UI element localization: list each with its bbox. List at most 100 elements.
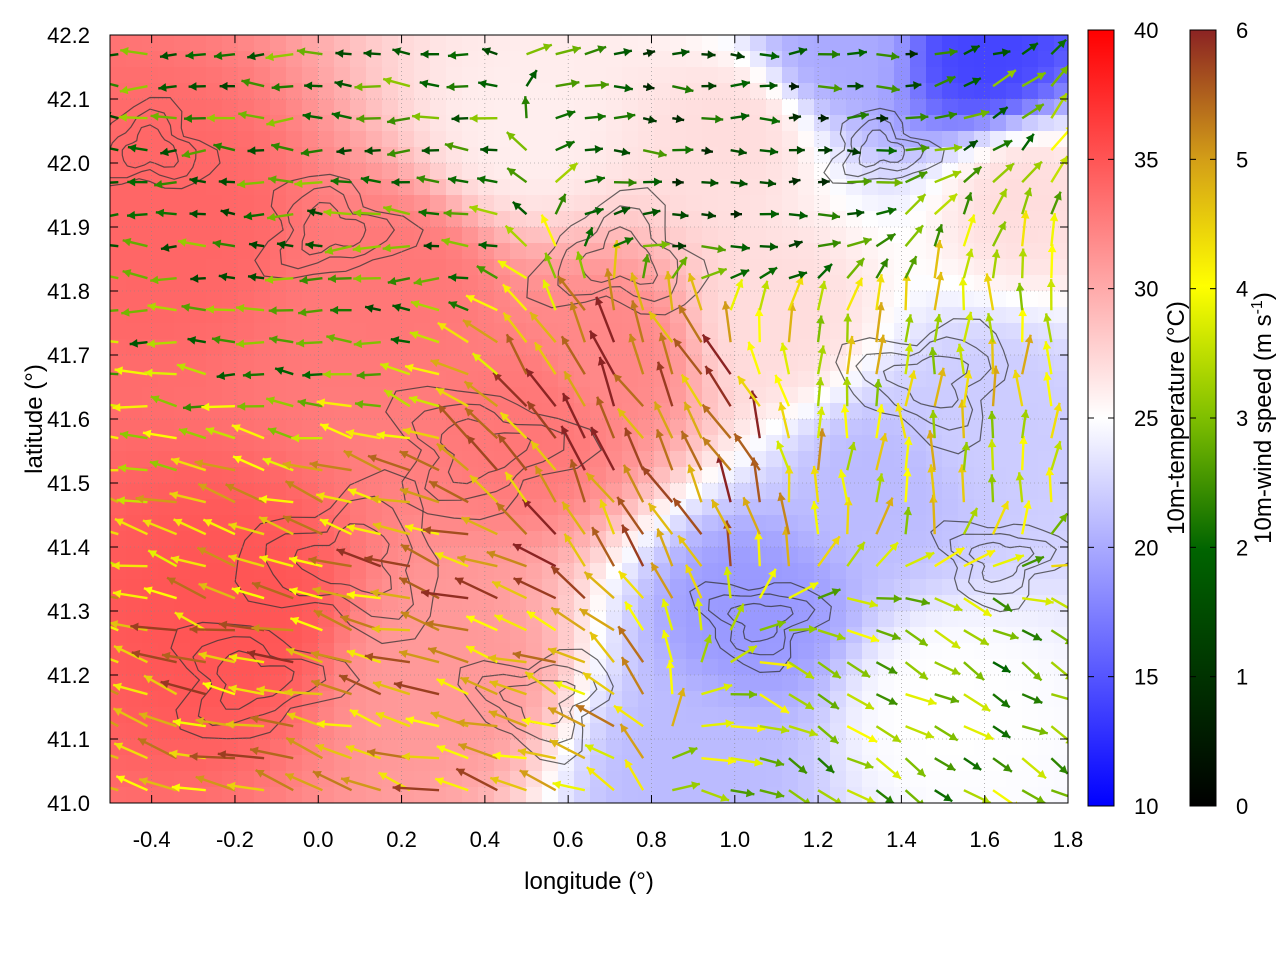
- heatmap-cell: [894, 707, 911, 724]
- wind-vector-shaft: [110, 181, 119, 184]
- heatmap-cell: [718, 243, 735, 260]
- heatmap-cell: [830, 83, 847, 100]
- heatmap-cell: [110, 771, 127, 788]
- wind-vector-head: [810, 465, 820, 475]
- heatmap-cell: [270, 483, 287, 500]
- heatmap-cell: [318, 387, 335, 404]
- heatmap-cell: [990, 739, 1007, 756]
- heatmap-cell: [382, 451, 399, 468]
- heatmap-cell: [990, 307, 1007, 324]
- heatmap-cell: [622, 691, 639, 708]
- heatmap-cell: [766, 691, 783, 708]
- heatmap-cell: [206, 35, 223, 52]
- wind-vector-head: [656, 361, 665, 371]
- heatmap-cell: [1054, 243, 1068, 260]
- wind-vector-head: [1032, 671, 1042, 681]
- heatmap-cell: [686, 787, 703, 803]
- wind-vector-head: [829, 735, 839, 744]
- heatmap-cell: [750, 99, 767, 116]
- heatmap-cell: [1022, 675, 1039, 692]
- wind-vector-head: [400, 544, 410, 553]
- wind-vector-head: [795, 276, 804, 286]
- heatmap-cell: [734, 195, 751, 212]
- wind-vector-head: [542, 279, 551, 289]
- heatmap-cell: [670, 163, 687, 180]
- heatmap-cell: [654, 787, 671, 803]
- heatmap-cell: [286, 99, 303, 116]
- heatmap-cell: [734, 291, 751, 308]
- heatmap-cell: [606, 643, 623, 660]
- heatmap-cell: [446, 611, 463, 628]
- heatmap-cell: [638, 435, 655, 452]
- heatmap-cell: [110, 195, 127, 212]
- heatmap-cell: [782, 67, 799, 84]
- heatmap-cell: [190, 499, 207, 516]
- heatmap-cell: [174, 35, 191, 52]
- heatmap-cell: [750, 323, 767, 340]
- heatmap-cell: [430, 307, 447, 324]
- wind-label-superscript: -1: [1249, 300, 1266, 314]
- heatmap-cell: [846, 771, 863, 788]
- heatmap-cell: [830, 275, 847, 292]
- heatmap-cell: [110, 211, 127, 228]
- heatmap-cell: [974, 419, 991, 436]
- heatmap-cell: [142, 67, 159, 84]
- wind-vector-head: [251, 623, 260, 633]
- wind-vector-head: [818, 280, 828, 290]
- heatmap-cell: [190, 419, 207, 436]
- wind-vector-head: [599, 499, 608, 509]
- wind-vector-head: [285, 773, 295, 782]
- heatmap-cell: [574, 67, 591, 84]
- wind-vector-head: [391, 177, 400, 187]
- wind-vector-head: [464, 381, 474, 390]
- heatmap-cell: [750, 163, 767, 180]
- heatmap-cell: [190, 515, 207, 532]
- wind-vector-head: [218, 177, 227, 187]
- heatmap-cell: [494, 355, 511, 372]
- heatmap-cell: [158, 563, 175, 580]
- heatmap-cell: [622, 83, 639, 100]
- heatmap-cell: [478, 739, 495, 756]
- wind-vector-head: [1065, 739, 1068, 744]
- heatmap-cell: [766, 35, 783, 52]
- heatmap-cell: [654, 35, 671, 52]
- heatmap-cell: [862, 211, 879, 228]
- heatmap-cell: [1054, 675, 1068, 692]
- heatmap-cell: [334, 323, 351, 340]
- heatmap-cell: [478, 35, 495, 52]
- heatmap-cell: [606, 755, 623, 772]
- contour-line: [254, 173, 424, 280]
- heatmap-cell: [638, 675, 655, 692]
- wind-vector-shaft: [701, 333, 732, 375]
- heatmap-cell: [766, 99, 783, 116]
- heatmap-cell: [878, 611, 895, 628]
- heatmap-cell: [1006, 579, 1023, 596]
- wind-vector-head: [470, 475, 479, 485]
- heatmap-cell: [382, 259, 399, 276]
- wind-vector-head: [101, 241, 109, 250]
- wind-vector-head: [526, 611, 536, 620]
- wind-vector-head: [372, 521, 382, 531]
- heatmap-cell: [910, 531, 927, 548]
- heatmap-cell: [526, 99, 543, 116]
- heatmap-cell: [446, 595, 463, 612]
- wind-vector-head: [353, 274, 362, 283]
- heatmap-cell: [318, 755, 335, 772]
- heatmap-cell: [558, 307, 575, 324]
- heatmap-cell: [942, 307, 959, 324]
- heatmap-cell: [878, 707, 895, 724]
- wind-vector-head: [155, 208, 165, 218]
- heatmap-cell: [590, 739, 607, 756]
- heatmap-cell: [1022, 483, 1039, 500]
- wind-vector-head: [665, 660, 675, 669]
- heatmap-cell: [142, 195, 159, 212]
- heatmap-cell: [702, 387, 719, 404]
- heatmap-cell: [478, 243, 495, 260]
- wind-vector-head: [891, 734, 901, 743]
- wind-vector-head: [808, 728, 818, 737]
- wind-vector-head: [987, 439, 997, 448]
- heatmap-cell: [1054, 611, 1068, 628]
- heatmap-cell: [446, 179, 463, 196]
- wind-vector-head: [387, 276, 397, 286]
- heatmap-cell: [334, 131, 351, 148]
